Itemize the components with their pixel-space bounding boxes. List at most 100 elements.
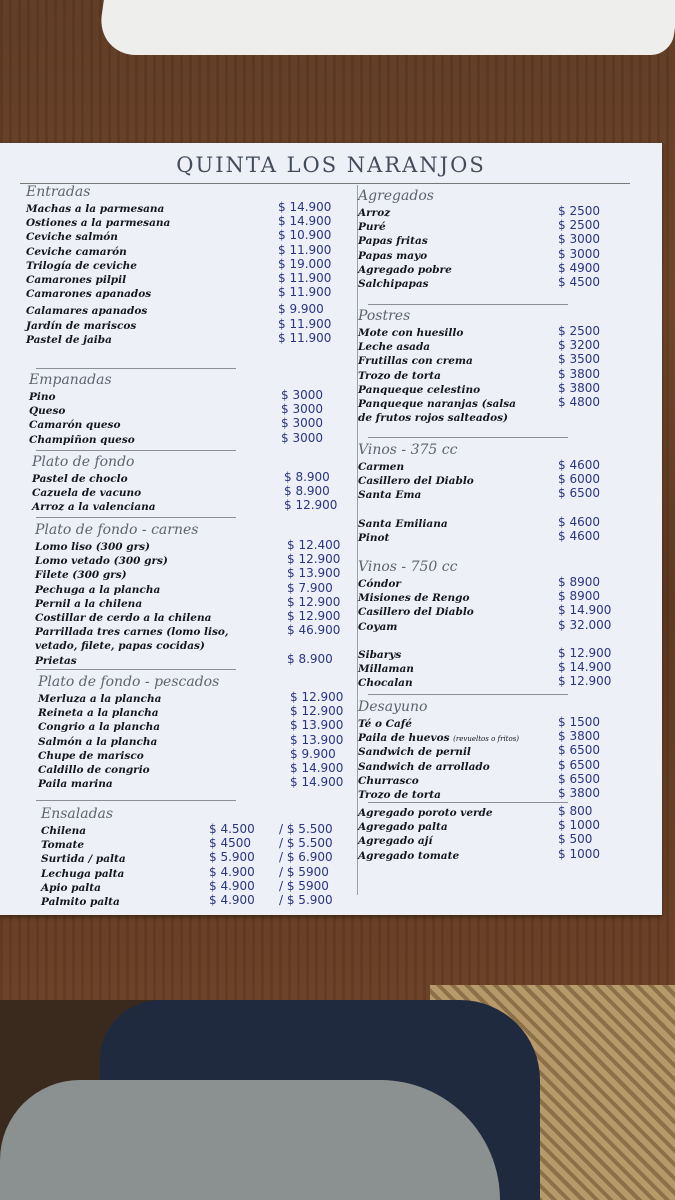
menu-item: Carmen $ 4600 [358, 458, 658, 474]
menu-item: Millaman $ 14.900 [358, 660, 658, 676]
item-name: Sibarys [358, 648, 402, 661]
menu-item: Sibarys $ 12.900 [358, 645, 658, 662]
item-price: $ 4500 [558, 274, 600, 289]
item-name: Paila marina [38, 778, 113, 791]
menu-section: Plato de fondo - pescados Merluza a la pl… [38, 672, 343, 791]
item-note: (revueltos o fritos) [453, 735, 520, 744]
item-price: $ 4.900 [209, 878, 255, 893]
item-name: Paila de huevos [358, 732, 450, 745]
menu-section: Postres Mote con huesillo $ 2500 Leche asad… [358, 306, 658, 425]
menu-title: QUINTA LOS NARANJOS [176, 153, 486, 177]
item-name: Puré [358, 221, 386, 234]
item-name: Salmón a la plancha [38, 735, 158, 748]
item-price: $ 6000 [558, 472, 600, 487]
item-name: Tomate [41, 839, 85, 852]
item-name: Apio palta [41, 881, 101, 894]
menu-item: Trozo de torta $ 3800 [358, 367, 658, 383]
menu-item: Machas a la parmesana $ 14.900 [26, 200, 331, 216]
menu-item: Surtida / palta $ 5.900 / $ 6.900 [41, 850, 341, 866]
item-name: Surtida / palta [41, 853, 126, 866]
menu-item: Agregado tomate $ 1000 [358, 847, 658, 863]
item-name: Agregado tomate [358, 849, 460, 862]
item-name: Ostiones a la parmesana [26, 217, 171, 230]
menu-item: Filete (300 grs) $ 13.900 [35, 566, 340, 582]
section-heading: Agregados [358, 188, 434, 204]
item-price: $ 11.900 [278, 316, 332, 331]
menu-section: Agregado poroto verde $ 800 Agregado palta… [358, 804, 658, 863]
item-price: $ 12.900 [287, 608, 341, 623]
menu-item: Ceviche salmón $ 10.900 [26, 228, 331, 244]
item-name: Chilena [41, 825, 87, 837]
item-price: $ 11.900 [278, 242, 332, 257]
menu-item: Paila marina $ 14.900 [38, 775, 343, 791]
menu-section: Ensaladas Chilena $ 4.500 / $ 5.500 Tomate $ … [41, 804, 341, 909]
item-price: $ 32.000 [558, 617, 612, 632]
menu-item: Sandwich de pernil $ 6500 [358, 743, 658, 759]
menu-item: Puré $ 2500 [358, 218, 658, 234]
menu-item: Pastel de jaiba $ 11.900 [26, 331, 331, 347]
menu-item: Pernil a la chilena $ 12.900 [35, 595, 340, 611]
item-price: $ 8900 [558, 575, 600, 589]
menu-item: Chocalan $ 12.900 [358, 674, 658, 690]
item-name: Queso [29, 405, 66, 418]
item-price: $ 12.900 [558, 645, 612, 660]
item-price: $ 10.900 [278, 228, 332, 243]
menu-item: Costillar de cerdo a la chilena $ 12.900 [35, 609, 340, 625]
item-price: $ 2500 [558, 324, 600, 338]
section-heading: Empanadas [29, 372, 112, 388]
title-divider [20, 183, 630, 184]
item-price-large: / $ 5.500 [279, 836, 333, 851]
menu-item: Cóndor $ 8900 [358, 575, 658, 591]
item-name: Camarón queso [29, 419, 121, 432]
item-name: Misiones de Rengo [358, 592, 470, 605]
item-price: $ 13.900 [290, 718, 344, 733]
menu-item: Chilena $ 4.500 / $ 5.500 [41, 822, 341, 838]
item-name: Arroz [358, 207, 391, 219]
menu-item: Pinot $ 4600 [358, 529, 658, 545]
menu-item: Queso $ 3000 [29, 402, 329, 418]
item-price: $ 11.900 [278, 285, 332, 300]
section-divider [36, 517, 236, 518]
item-price: $ 6500 [558, 743, 600, 758]
menu-item: de frutos rojos salteados) [358, 411, 658, 425]
item-name: Pinot [358, 531, 390, 544]
item-name: Té o Café [358, 718, 412, 730]
section-divider [368, 304, 568, 305]
menu-item: Caldillo de congrio $ 14.900 [38, 761, 343, 777]
item-price: $ 8.900 [287, 651, 333, 666]
item-price: $ 2500 [558, 204, 600, 218]
item-price-large: / $ 5900 [279, 864, 329, 879]
menu-item: Santa Emiliana $ 4600 [358, 515, 658, 531]
item-price: $ 11.900 [278, 330, 332, 345]
section-heading: Desayuno [358, 699, 428, 715]
item-name: Pino [29, 391, 56, 403]
menu-item: Reineta a la plancha $ 12.900 [38, 704, 343, 720]
item-name: Ceviche salmón [26, 231, 118, 244]
menu-item: Arroz a la valenciana $ 12.900 [32, 498, 337, 514]
item-price: $ 11.900 [278, 270, 332, 285]
menu-section: Empanadas Pino $ 3000 Queso $ 3000 Camarón qu… [29, 370, 329, 447]
item-name: Lomo liso (300 grs) [35, 541, 150, 553]
item-name: Pastel de choclo [32, 473, 128, 485]
item-name: Frutillas con crema [358, 355, 473, 368]
menu-section: Plato de fondo Pastel de choclo $ 8.900 Caz… [32, 452, 337, 515]
item-price-large: / $ 5.500 [279, 822, 333, 836]
item-name: Trozo de torta [358, 788, 441, 801]
item-price: $ 8.900 [284, 484, 330, 499]
item-price: $ 12.900 [287, 552, 341, 567]
item-name: Sandwich de arrollado [358, 760, 490, 773]
menu-item: Apio palta $ 4.900 / $ 5900 [41, 878, 341, 895]
item-name: Filete (300 grs) [35, 569, 127, 582]
item-price: $ 3800 [558, 729, 600, 744]
napkin [96, 0, 675, 55]
menu-item: Frutillas con crema $ 3500 [358, 352, 658, 368]
menu-item: Leche asada $ 3200 [358, 338, 658, 354]
section-heading: Plato de fondo - carnes [35, 522, 199, 538]
menu-sheet [0, 143, 662, 915]
menu-item: Lechuga palta $ 4.900 / $ 5900 [41, 864, 341, 881]
menu-item: Jardín de mariscos $ 11.900 [26, 317, 331, 333]
item-price: $ 14.900 [290, 760, 344, 775]
item-name: Chupe de marisco [38, 749, 144, 762]
item-name: Casillero del Diablo [358, 606, 474, 619]
menu-section: Agregados Arroz $ 2500 Puré $ 2500 Papas frit… [358, 186, 658, 291]
